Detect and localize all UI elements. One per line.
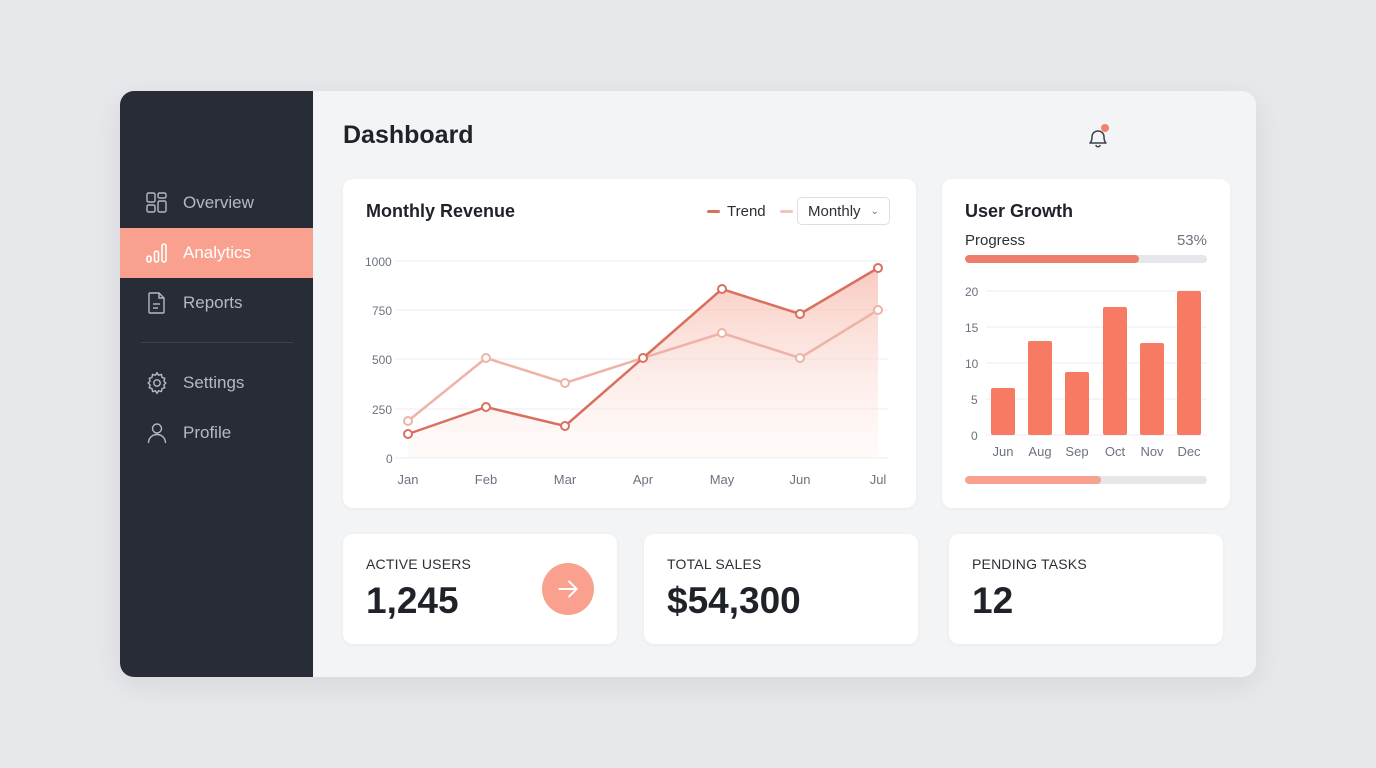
revenue-line-chart bbox=[395, 260, 888, 459]
chevron-down-icon: ⌄ bbox=[870, 205, 879, 217]
sidebar-item-reports[interactable]: Reports bbox=[120, 278, 313, 328]
progress-percent: 53% bbox=[1176, 232, 1207, 249]
user-growth-card: User Growth Progress 53% 20 15 10 5 0 bbox=[942, 179, 1230, 508]
legend-swatch bbox=[707, 210, 720, 213]
sidebar-item-label: Reports bbox=[183, 293, 243, 312]
sidebar-item-settings[interactable]: Settings bbox=[120, 358, 313, 408]
y-tick: 5 bbox=[971, 393, 978, 407]
progress-bar bbox=[965, 255, 1207, 263]
bell-icon bbox=[1089, 124, 1109, 148]
stat-card-active-users: ACTIVE USERS 1,245 bbox=[343, 534, 617, 644]
x-tick: Sep bbox=[1065, 444, 1089, 459]
app-window: Overview Analytics Reports Settings Prof… bbox=[120, 91, 1256, 677]
page-title: Dashboard bbox=[343, 121, 474, 149]
x-tick: Dec bbox=[1177, 444, 1201, 459]
x-tick: May bbox=[709, 472, 735, 487]
grid-icon bbox=[146, 192, 167, 213]
y-tick: 20 bbox=[965, 285, 979, 299]
stat-card-pending-tasks: PENDING TASKS 12 bbox=[949, 534, 1223, 644]
y-tick: 750 bbox=[372, 304, 393, 318]
x-tick: Mar bbox=[553, 472, 577, 487]
monthly-revenue-card: Monthly Revenue Trend Monthly ⌄ 1000 750… bbox=[343, 179, 916, 508]
sidebar: Overview Analytics Reports Settings Prof… bbox=[120, 91, 313, 677]
stat-value: 12 bbox=[972, 580, 1014, 621]
sidebar-item-label: Analytics bbox=[183, 243, 252, 262]
legend-trend: Trend bbox=[707, 203, 800, 220]
sidebar-item-label: Profile bbox=[183, 423, 232, 442]
x-tick: Apr bbox=[632, 472, 654, 487]
notification-dot bbox=[1101, 124, 1109, 132]
x-tick: Aug bbox=[1028, 444, 1052, 459]
notifications-button[interactable] bbox=[1083, 122, 1113, 157]
progress-label: Progress bbox=[965, 232, 1026, 249]
y-tick: 500 bbox=[372, 353, 393, 367]
stat-label: PENDING TASKS bbox=[972, 556, 1087, 572]
card-title: Monthly Revenue bbox=[366, 201, 516, 221]
stat-label: TOTAL SALES bbox=[667, 556, 762, 572]
period-dropdown[interactable]: Monthly ⌄ bbox=[797, 197, 890, 225]
gear-icon bbox=[147, 371, 167, 395]
sidebar-item-label: Settings bbox=[183, 373, 245, 392]
x-tick: Jun bbox=[789, 472, 811, 487]
y-tick: 0 bbox=[971, 429, 978, 443]
arrow-right-icon bbox=[558, 580, 579, 598]
x-tick: Oct bbox=[1104, 444, 1126, 459]
scrollbar-thumb[interactable] bbox=[965, 476, 1101, 484]
y-tick: 1000 bbox=[365, 255, 392, 269]
view-details-button[interactable] bbox=[542, 563, 594, 615]
stat-value: 1,245 bbox=[366, 580, 459, 621]
x-tick: Jul bbox=[869, 472, 887, 487]
legend-swatch-secondary bbox=[779, 210, 793, 213]
card-title: User Growth bbox=[965, 201, 1074, 221]
y-tick: 0 bbox=[386, 452, 393, 466]
progress-fill bbox=[965, 255, 1140, 263]
sidebar-item-analytics[interactable]: Analytics bbox=[120, 228, 313, 278]
chart-scrollbar[interactable] bbox=[965, 476, 1207, 484]
user-icon bbox=[147, 423, 167, 444]
stat-label: ACTIVE USERS bbox=[366, 556, 472, 572]
bar-chart-icon bbox=[146, 243, 167, 263]
x-tick: Jun bbox=[992, 444, 1014, 459]
sidebar-divider bbox=[141, 342, 293, 343]
x-tick: Jan bbox=[397, 472, 419, 487]
stat-value: $54,300 bbox=[667, 580, 801, 621]
y-tick: 15 bbox=[965, 321, 979, 335]
y-tick: 250 bbox=[372, 403, 393, 417]
sidebar-item-label: Overview bbox=[183, 193, 254, 212]
x-tick: Feb bbox=[474, 472, 498, 487]
legend-label: Trend bbox=[727, 203, 766, 220]
y-tick: 10 bbox=[965, 357, 979, 371]
main-content: Dashboard Monthly Revenue Trend Monthly … bbox=[313, 91, 1256, 677]
x-tick: Nov bbox=[1140, 444, 1164, 459]
user-growth-bar-chart bbox=[986, 290, 1207, 436]
dropdown-value: Monthly bbox=[808, 202, 861, 220]
stat-card-total-sales: TOTAL SALES $54,300 bbox=[644, 534, 918, 644]
sidebar-item-overview[interactable]: Overview bbox=[120, 178, 313, 228]
sidebar-item-profile[interactable]: Profile bbox=[120, 408, 313, 458]
document-icon bbox=[148, 292, 165, 314]
